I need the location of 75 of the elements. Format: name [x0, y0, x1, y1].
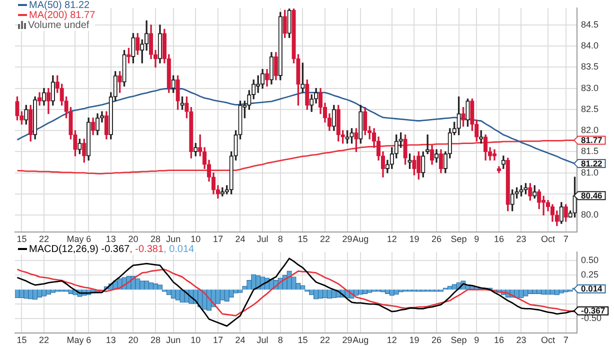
x-tick-label: 17	[212, 334, 223, 345]
x-tick-label: Aug	[352, 334, 369, 345]
x-tick-label: May	[66, 334, 84, 345]
text: , 0.014	[164, 244, 194, 255]
y-tick-label: 82.5	[581, 104, 599, 114]
y-tick-label: 84.5	[581, 19, 599, 30]
x-tick-label: 9	[474, 234, 480, 244]
x-tick-label: 29	[342, 334, 352, 345]
x-tick-label: 9	[474, 334, 480, 345]
x-tick-label: 10	[190, 334, 201, 345]
x-tick-label: 6	[86, 234, 92, 244]
x-tick-label: 12	[386, 234, 397, 244]
x-tick-label: 22	[38, 334, 49, 345]
x-tick-label: Aug	[352, 234, 369, 244]
x-tick-label: 17	[212, 234, 223, 244]
x-tick-label: 15	[16, 334, 27, 345]
annotation: Volume undef	[28, 20, 90, 31]
x-tick-label: 10	[190, 234, 201, 244]
x-tick-label: Oct	[541, 234, 556, 244]
x-tick-label: 23	[516, 234, 526, 244]
x-tick-label: 16	[494, 334, 504, 345]
x-tick-label: 23	[516, 334, 526, 345]
x-tick-label: 29	[342, 234, 352, 244]
y-tick-label: 0.25	[581, 270, 599, 280]
x-tick-label: Oct	[541, 334, 556, 345]
x-tick-label: 12	[386, 334, 397, 345]
y-tick-label: 84.0	[581, 40, 599, 51]
data-label: 81.77	[581, 135, 603, 146]
x-tick-label: 16	[494, 234, 504, 244]
x-tick-label: 13	[106, 334, 116, 345]
x-tick-label: 13	[106, 234, 116, 244]
x-tick-label: 20	[128, 234, 138, 244]
x-tick-label: 20	[128, 334, 138, 345]
x-tick-label: 24	[235, 334, 246, 345]
text: 80.46	[581, 190, 603, 201]
x-tick-label: 15	[298, 234, 308, 244]
x-tick-label: 15	[298, 334, 308, 345]
x-tick-label: 26	[431, 234, 442, 244]
x-tick-label: 28	[150, 234, 161, 244]
x-tick-label: Jul	[256, 334, 268, 345]
x-tick-label: 19	[409, 234, 420, 244]
x-tick-label: 22	[320, 334, 330, 345]
y-tick-label: 81.5	[581, 146, 599, 156]
x-tick-label: Sep	[450, 234, 467, 244]
x-tick-label: 28	[150, 334, 161, 345]
x-tick-label: 22	[320, 234, 330, 244]
x-tick-label: Sep	[450, 334, 467, 345]
x-tick-label: 7	[563, 234, 568, 244]
legend-label: MA(50) 81.22	[29, 0, 90, 11]
x-tick-label: 22	[38, 234, 49, 244]
x-tick-label: 6	[86, 334, 92, 345]
y-tick-label: 81.0	[581, 167, 599, 178]
data-label: 81.22	[581, 158, 603, 168]
data-label: -0.367	[581, 306, 606, 316]
text: 0.014	[581, 284, 603, 294]
x-tick-label: 19	[409, 334, 420, 345]
y-tick-label: 0.50	[581, 255, 599, 266]
series-label: , -0.381	[130, 244, 164, 255]
legend-label: MACD(12,26,9) -0.367	[29, 244, 130, 255]
y-tick-label: 80.0	[581, 210, 599, 220]
x-tick-label: Jun	[166, 334, 181, 345]
x-tick-label: 24	[235, 234, 246, 244]
x-tick-label: Jul	[256, 234, 268, 244]
x-tick-label: 7	[563, 334, 568, 345]
x-tick-label: 8	[278, 334, 283, 345]
y-tick-label: 83.0	[581, 82, 599, 93]
x-tick-label: May	[66, 234, 84, 244]
y-tick-label: 82.0	[581, 125, 599, 136]
y-tick-label: 83.5	[581, 62, 599, 72]
y-tick-label: -0.50	[581, 313, 602, 324]
x-tick-label: 8	[278, 234, 283, 244]
x-tick-label: Jun	[166, 234, 181, 244]
x-tick-label: 26	[431, 334, 442, 345]
legend-label: MA(200) 81.77	[29, 10, 96, 21]
x-tick-label: 15	[16, 234, 27, 244]
